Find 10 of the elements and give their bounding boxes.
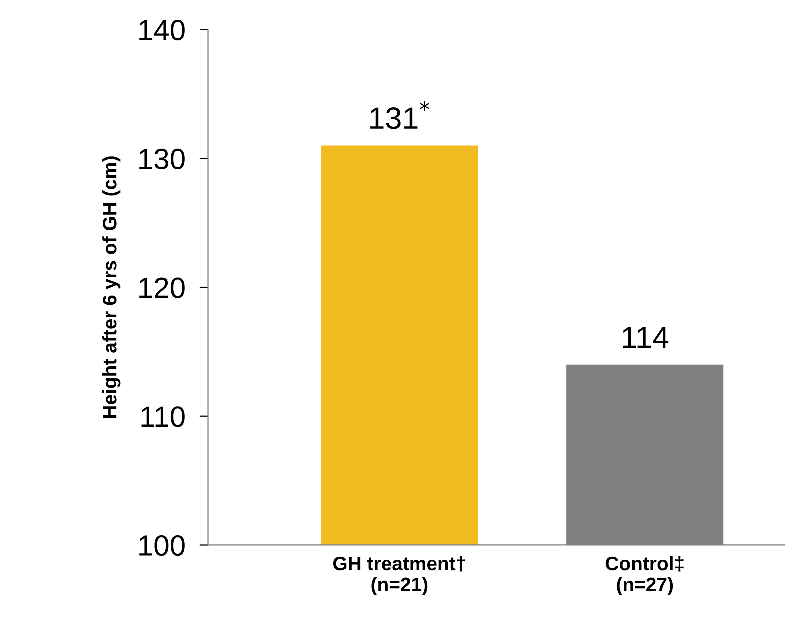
data-label: 114 (623, 327, 669, 348)
x-tick-label: GH treatment† (n=21) (333, 556, 466, 596)
y-tick-label: 100 (140, 535, 185, 556)
y-axis-title: Height after 6 yrs of GH (cm) (102, 156, 121, 418)
y-tick-label: 130 (140, 148, 185, 170)
data-label: 131$^{*}$ (370, 101, 430, 130)
x-tick-label: Control‡ (n=27) (606, 556, 684, 596)
y-tick-label: 120 (140, 278, 185, 298)
y-tick-label: 110 (142, 406, 185, 428)
y-tick-label: 140 (140, 20, 185, 41)
